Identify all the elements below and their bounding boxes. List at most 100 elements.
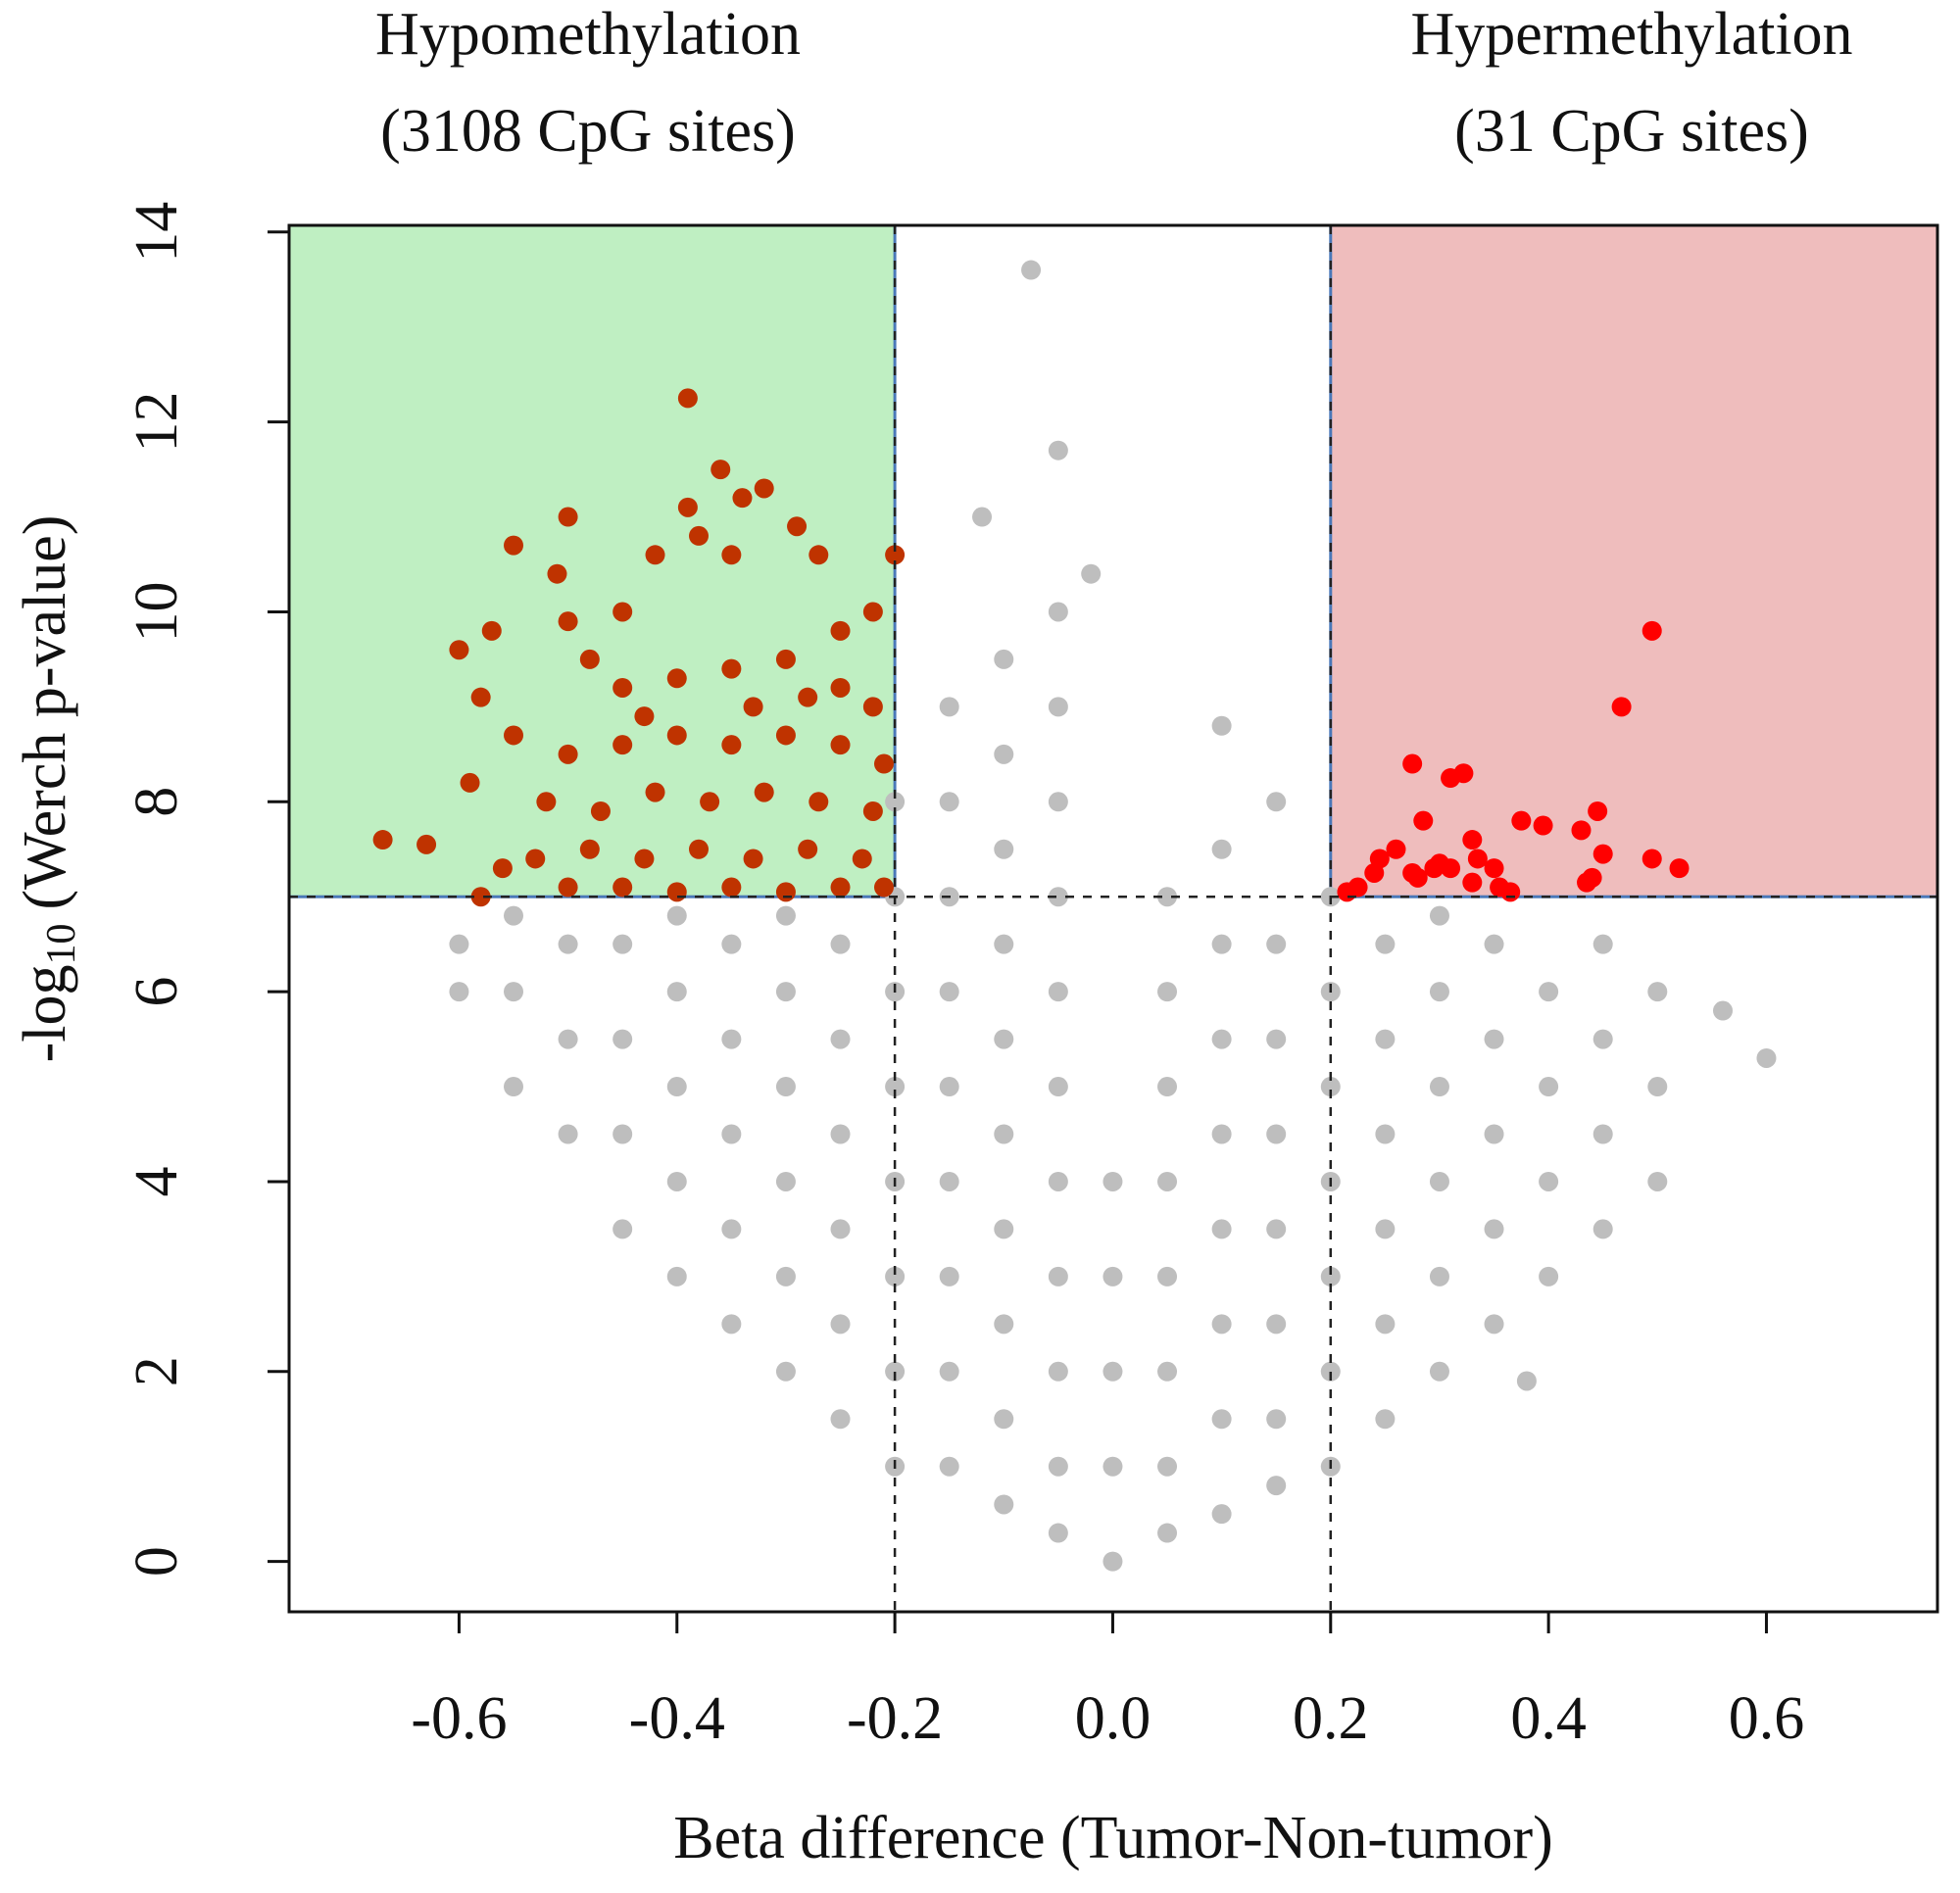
- x-axis-label: Beta difference (Tumor-Non-tumor): [673, 1805, 1553, 1871]
- point: [504, 725, 524, 746]
- point: [775, 905, 796, 926]
- point: [873, 753, 894, 774]
- point: [677, 388, 698, 409]
- point: [1429, 1077, 1449, 1097]
- annotation: (31 CpG sites): [1454, 98, 1809, 165]
- point: [449, 640, 469, 660]
- point: [1320, 1266, 1341, 1286]
- point: [787, 516, 808, 537]
- point: [1048, 440, 1068, 461]
- point: [1266, 792, 1287, 812]
- point: [972, 507, 993, 527]
- point: [1386, 839, 1406, 859]
- point: [1048, 887, 1068, 907]
- point: [645, 782, 665, 802]
- point: [1048, 1077, 1068, 1097]
- point: [732, 488, 753, 509]
- point: [1462, 872, 1483, 893]
- point: [830, 1219, 851, 1239]
- point: [1429, 905, 1449, 926]
- point: [754, 782, 774, 802]
- point: [1102, 1266, 1123, 1286]
- point: [1484, 858, 1504, 879]
- x-tick-label: 0.2: [1293, 1685, 1369, 1752]
- point: [1048, 982, 1068, 1002]
- point: [612, 934, 633, 954]
- point: [1102, 1551, 1123, 1572]
- point: [666, 668, 687, 689]
- point: [612, 877, 633, 898]
- point: [612, 602, 633, 622]
- y-tick-label: 10: [123, 581, 190, 642]
- point: [1211, 1029, 1232, 1049]
- point: [994, 1409, 1014, 1430]
- point: [1211, 1409, 1232, 1430]
- point: [994, 934, 1014, 954]
- point: [1592, 1029, 1613, 1049]
- point: [1021, 260, 1042, 280]
- y-tick-label: 8: [123, 787, 190, 817]
- point: [1211, 1124, 1232, 1144]
- point: [612, 1029, 633, 1049]
- point: [504, 905, 524, 926]
- point: [1375, 1409, 1396, 1430]
- point: [634, 706, 655, 727]
- point: [558, 611, 578, 632]
- point: [1647, 982, 1668, 1002]
- point: [1642, 620, 1662, 641]
- point: [1266, 1029, 1287, 1049]
- point: [885, 545, 906, 565]
- point: [1453, 763, 1474, 784]
- point: [1588, 801, 1608, 821]
- point: [994, 1314, 1014, 1335]
- point: [939, 1077, 959, 1097]
- point: [1712, 1000, 1733, 1021]
- point: [700, 792, 720, 812]
- point: [1048, 1266, 1068, 1286]
- y-tick-label: 4: [123, 1166, 190, 1196]
- point: [1081, 563, 1102, 584]
- point: [830, 934, 851, 954]
- point: [579, 839, 600, 859]
- point: [1484, 934, 1504, 954]
- point: [470, 887, 491, 907]
- point: [1484, 1314, 1504, 1335]
- y-axis-label-subscript: 10: [39, 924, 84, 965]
- point: [1577, 872, 1597, 893]
- point: [547, 563, 567, 584]
- point: [612, 1124, 633, 1144]
- point: [1429, 1171, 1449, 1191]
- point: [721, 735, 742, 755]
- point: [470, 687, 491, 707]
- point: [1048, 602, 1068, 622]
- point: [1266, 1314, 1287, 1335]
- point: [885, 792, 906, 812]
- point: [1611, 697, 1632, 717]
- point: [1266, 1219, 1287, 1239]
- annotation: Hypomethylation: [375, 1, 801, 68]
- point: [460, 772, 480, 793]
- point: [775, 982, 796, 1002]
- point: [1539, 1171, 1559, 1191]
- point: [525, 849, 546, 869]
- point: [1211, 1314, 1232, 1335]
- y-axis-label-part: -log: [12, 965, 78, 1063]
- point: [558, 1124, 578, 1144]
- point: [1669, 858, 1690, 879]
- point: [1157, 1077, 1178, 1097]
- point: [612, 677, 633, 698]
- point: [1375, 1029, 1396, 1049]
- point: [449, 934, 469, 954]
- point: [1266, 1409, 1287, 1430]
- y-axis-label-part: (Werch p-value): [12, 515, 78, 910]
- x-tick-label: -0.6: [411, 1685, 507, 1752]
- point: [1484, 1029, 1504, 1049]
- point: [775, 1361, 796, 1382]
- point: [939, 792, 959, 812]
- point: [1157, 1361, 1178, 1382]
- y-tick-label: 12: [123, 392, 190, 453]
- x-tick-label: 0.0: [1075, 1685, 1152, 1752]
- point: [1048, 792, 1068, 812]
- point: [416, 834, 437, 854]
